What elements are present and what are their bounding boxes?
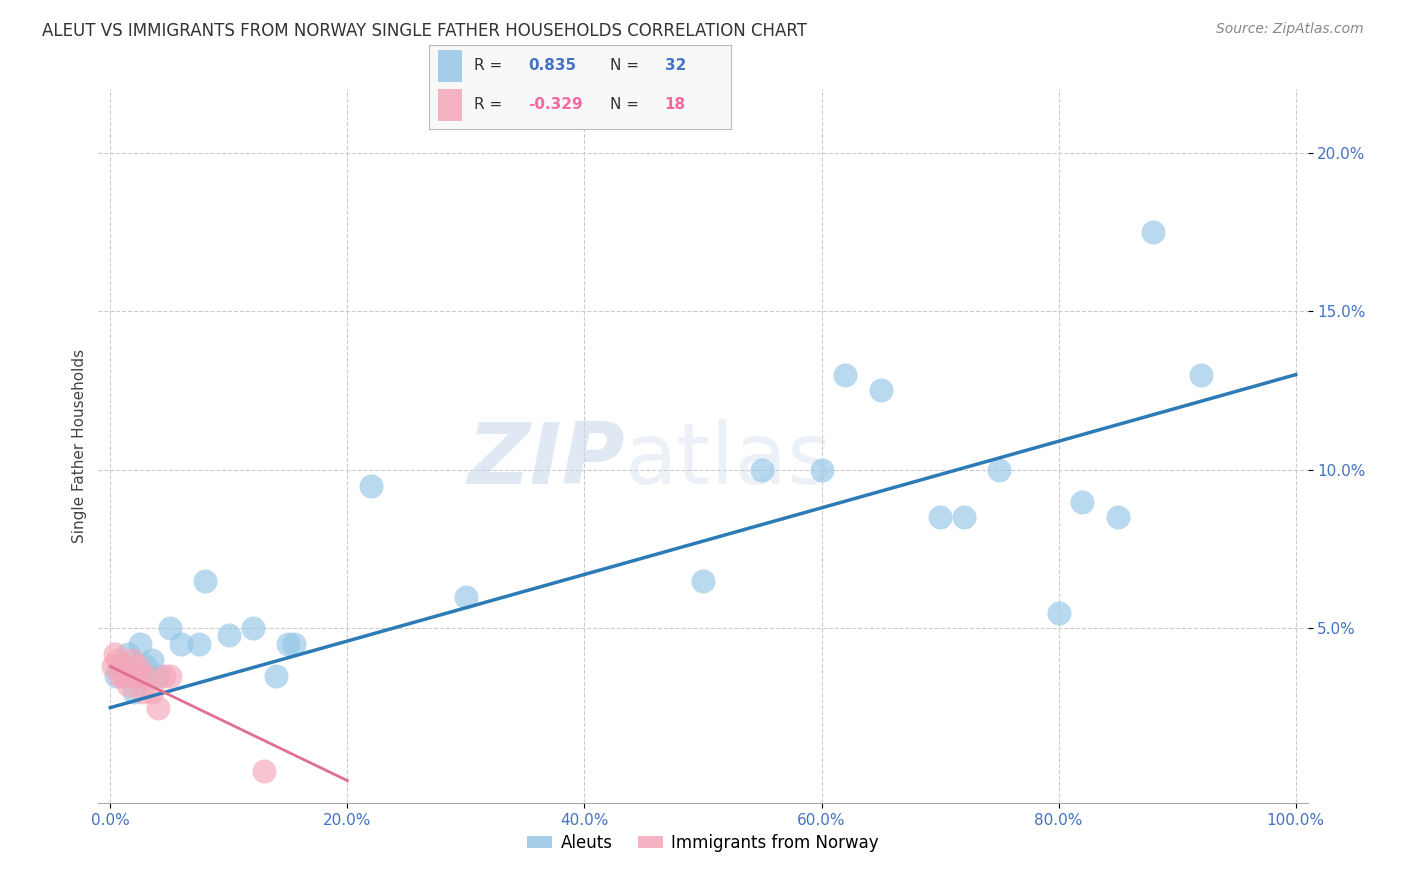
Point — [141, 653, 163, 667]
Point — [1189, 368, 1212, 382]
Point — [135, 659, 157, 673]
Point — [1107, 510, 1129, 524]
Point — [114, 669, 136, 683]
Point — [869, 384, 891, 398]
Text: atlas: atlas — [624, 418, 832, 502]
Point — [122, 669, 145, 683]
Point — [194, 574, 217, 588]
Point — [988, 463, 1011, 477]
Point — [132, 685, 155, 699]
Point — [117, 678, 139, 692]
Point — [264, 669, 287, 683]
Point — [121, 653, 143, 667]
Point — [141, 685, 163, 699]
Point — [105, 653, 128, 667]
Point — [127, 659, 149, 673]
Point — [834, 368, 856, 382]
Point — [277, 637, 299, 651]
Text: ZIP: ZIP — [467, 418, 624, 502]
Bar — [437, 88, 463, 120]
Point — [104, 647, 127, 661]
Point — [159, 621, 181, 635]
Point — [108, 669, 131, 683]
Point — [1071, 494, 1094, 508]
Text: -0.329: -0.329 — [529, 97, 583, 112]
Y-axis label: Single Father Households: Single Father Households — [72, 349, 87, 543]
Point — [146, 669, 169, 683]
Text: R =: R = — [474, 97, 502, 112]
Text: 18: 18 — [665, 97, 686, 112]
Point — [360, 478, 382, 492]
Point — [135, 669, 157, 683]
Text: N =: N = — [610, 97, 640, 112]
Point — [111, 659, 134, 673]
Point — [159, 669, 181, 683]
Text: 0.835: 0.835 — [529, 58, 576, 73]
Point — [122, 685, 145, 699]
Point — [111, 659, 134, 673]
Point — [692, 574, 714, 588]
Point — [129, 637, 152, 651]
Point — [242, 621, 264, 635]
Text: R =: R = — [474, 58, 502, 73]
Point — [117, 647, 139, 661]
Point — [129, 669, 152, 683]
Point — [454, 590, 477, 604]
Point — [188, 637, 211, 651]
Point — [952, 510, 974, 524]
Point — [152, 669, 174, 683]
Bar — [437, 50, 463, 82]
Point — [146, 700, 169, 714]
Point — [1142, 225, 1164, 239]
Text: Source: ZipAtlas.com: Source: ZipAtlas.com — [1216, 22, 1364, 37]
Text: N =: N = — [610, 58, 640, 73]
Point — [170, 637, 193, 651]
Point — [253, 764, 276, 778]
Point — [751, 463, 773, 477]
Legend: Aleuts, Immigrants from Norway: Aleuts, Immigrants from Norway — [520, 828, 886, 859]
Point — [810, 463, 832, 477]
Point — [101, 659, 124, 673]
Text: ALEUT VS IMMIGRANTS FROM NORWAY SINGLE FATHER HOUSEHOLDS CORRELATION CHART: ALEUT VS IMMIGRANTS FROM NORWAY SINGLE F… — [42, 22, 807, 40]
Point — [105, 669, 128, 683]
Point — [218, 628, 240, 642]
Text: 32: 32 — [665, 58, 686, 73]
Point — [929, 510, 952, 524]
Point — [1047, 606, 1070, 620]
Point — [283, 637, 305, 651]
